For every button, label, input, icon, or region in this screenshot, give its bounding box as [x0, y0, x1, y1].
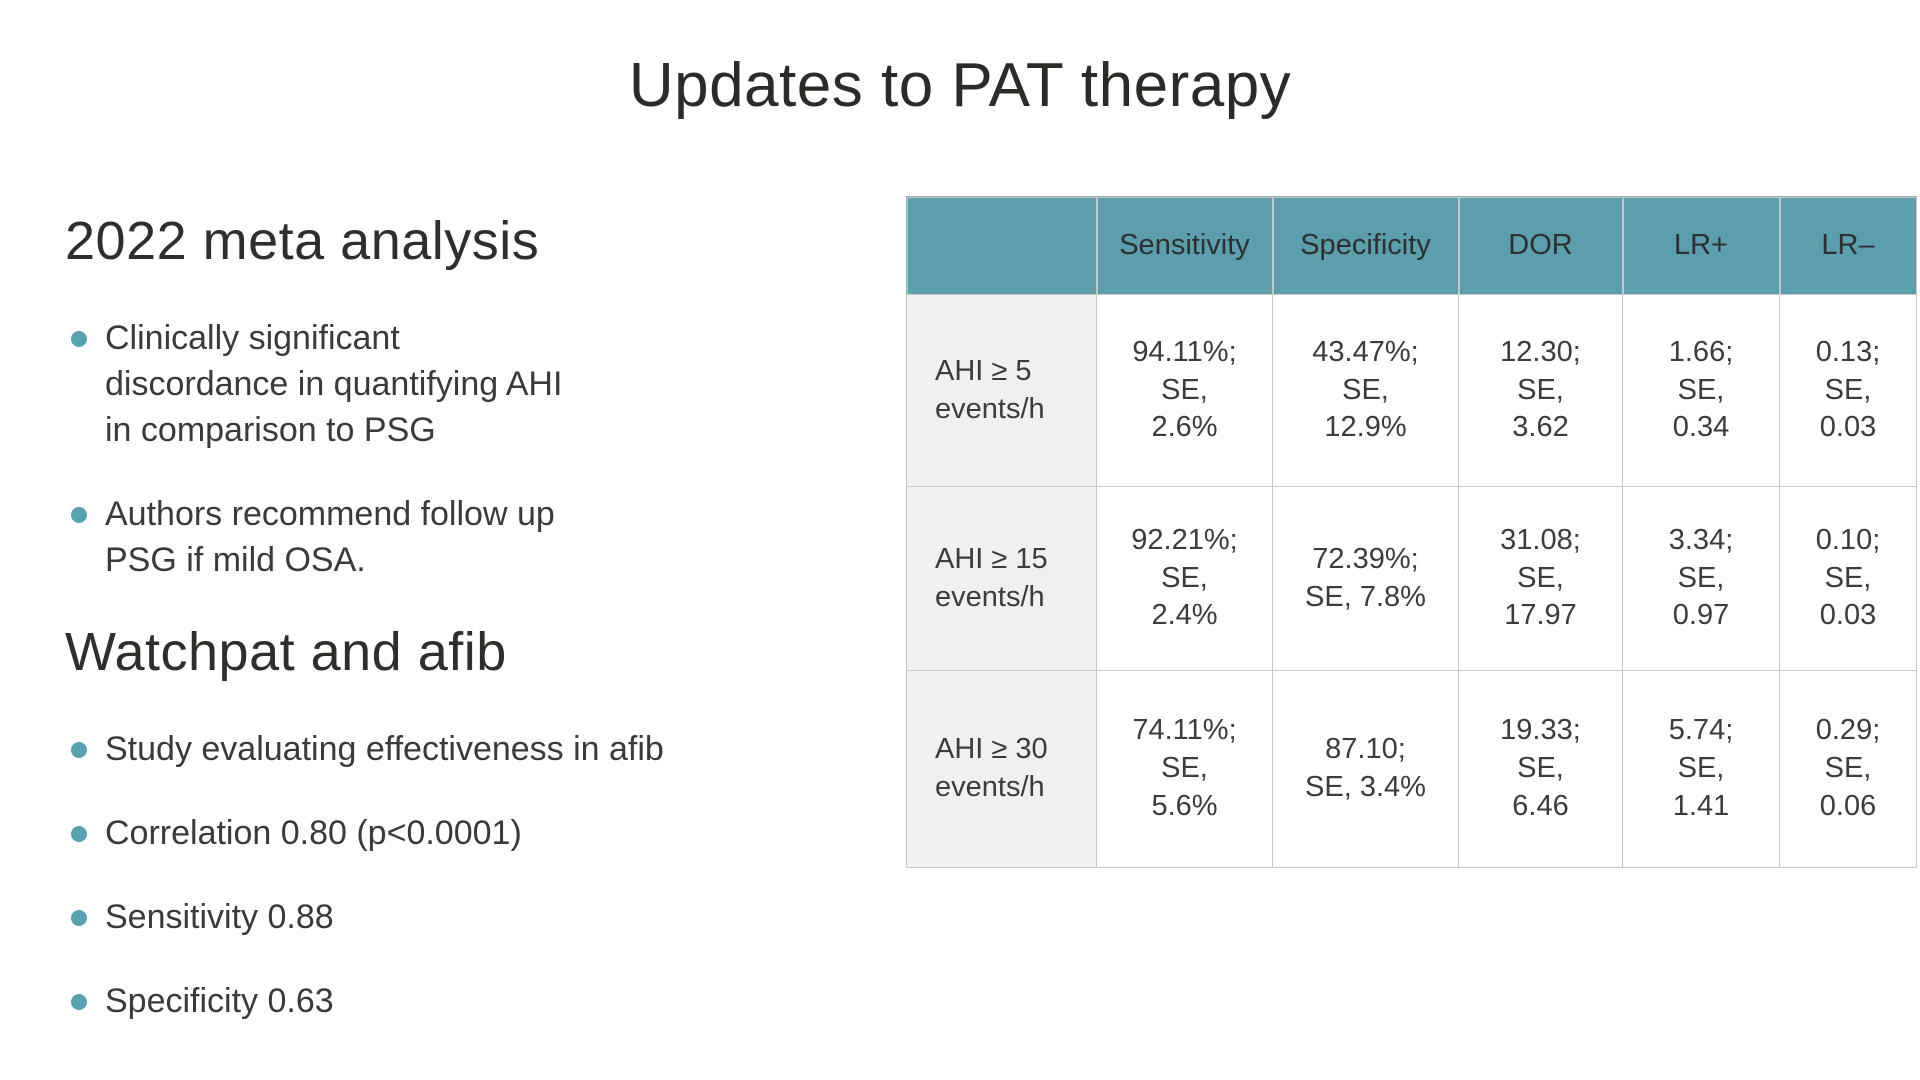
- table-cell: 0.29; SE, 0.06: [1779, 670, 1917, 868]
- list-item: Clinically significant discordance in qu…: [65, 316, 725, 454]
- list-item: Study evaluating effectiveness in afib: [65, 727, 725, 773]
- list-item: Specificity 0.63: [65, 979, 725, 1025]
- bullet-text: Specificity 0.63: [105, 982, 334, 1021]
- table-cell: 94.11%; SE, 2.6%: [1096, 294, 1273, 487]
- list-item: Sensitivity 0.88: [65, 895, 725, 941]
- table-cell: 19.33; SE, 6.46: [1458, 670, 1623, 868]
- row-label: AHI ≥ 30 events/h: [906, 670, 1097, 868]
- list-item: Correlation 0.80 (p<0.0001): [65, 811, 725, 857]
- table-header-cell-specificity: Specificity: [1272, 196, 1459, 295]
- bullet-text: Authors recommend follow up PSG if mild …: [105, 494, 555, 579]
- table-header-row: Sensitivity Specificity DOR LR+ LR–: [906, 196, 1917, 295]
- bullet-dot-icon: [71, 331, 87, 347]
- bullet-dot-icon: [71, 742, 87, 759]
- bullet-text: Correlation 0.80 (p<0.0001): [105, 814, 522, 853]
- table-cell: 0.13; SE, 0.03: [1779, 294, 1917, 487]
- table-cell: 5.74; SE, 1.41: [1622, 670, 1780, 868]
- slide-title: Updates to PAT therapy: [628, 51, 1292, 120]
- table-header-cell-sensitivity: Sensitivity: [1096, 196, 1273, 295]
- table-cell: 87.10; SE, 3.4%: [1272, 670, 1459, 868]
- bullet-text: Clinically significant discordance in qu…: [105, 319, 563, 449]
- table-cell: 43.47%; SE, 12.9%: [1272, 294, 1459, 487]
- table-row-ahi-30: AHI ≥ 30 events/h 74.11%; SE, 5.6% 87.10…: [906, 670, 1917, 868]
- table-cell: 92.21%; SE, 2.4%: [1096, 486, 1273, 671]
- content-panel: 2022 meta analysis Clinically significan…: [65, 210, 725, 1063]
- results-table: Sensitivity Specificity DOR LR+ LR– AHI …: [906, 196, 1917, 868]
- table-cell: 0.10; SE, 0.03: [1779, 486, 1917, 671]
- table-cell: 1.66; SE, 0.34: [1622, 294, 1780, 487]
- bullet-dot-icon: [71, 826, 87, 843]
- table-cell: 3.34; SE, 0.97: [1622, 486, 1780, 671]
- table-cell: 72.39%; SE, 7.8%: [1272, 486, 1459, 671]
- row-label: AHI ≥ 15 events/h: [906, 486, 1097, 671]
- bullet-list-watchpat-afib: Study evaluating effectiveness in afib C…: [65, 727, 725, 1025]
- table-cell: 12.30; SE, 3.62: [1458, 294, 1623, 487]
- table-cell: 31.08; SE, 17.97: [1458, 486, 1623, 671]
- list-item: Authors recommend follow up PSG if mild …: [65, 492, 725, 584]
- table-row-ahi-5: AHI ≥ 5 events/h 94.11%; SE, 2.6% 43.47%…: [906, 294, 1917, 487]
- table-row-ahi-15: AHI ≥ 15 events/h 92.21%; SE, 2.4% 72.39…: [906, 486, 1917, 671]
- row-label: AHI ≥ 5 events/h: [906, 294, 1097, 487]
- table-header-cell-empty: [906, 196, 1097, 295]
- section-heading-meta-analysis: 2022 meta analysis: [65, 211, 540, 271]
- bullet-dot-icon: [71, 506, 87, 523]
- table-header-cell-lr-minus: LR–: [1779, 196, 1917, 295]
- table-header-cell-dor: DOR: [1458, 196, 1623, 295]
- table-cell: 74.11%; SE, 5.6%: [1096, 670, 1273, 868]
- table-header-cell-lr-plus: LR+: [1622, 196, 1780, 295]
- bullet-list-meta-analysis: Clinically significant discordance in qu…: [65, 316, 725, 583]
- bullet-dot-icon: [71, 994, 87, 1011]
- bullet-text: Study evaluating effectiveness in afib: [105, 730, 664, 769]
- bullet-dot-icon: [71, 910, 87, 927]
- bullet-text: Sensitivity 0.88: [105, 898, 334, 937]
- section-heading-watchpat-afib: Watchpat and afib: [65, 622, 507, 683]
